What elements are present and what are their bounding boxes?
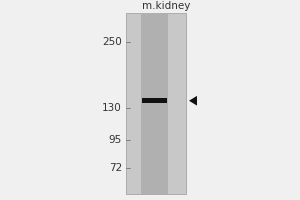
Bar [126,13,186,194]
Bar [142,98,167,103]
Text: 250: 250 [102,37,122,47]
Polygon shape [189,96,197,106]
Text: 95: 95 [109,135,122,145]
Text: 72: 72 [109,163,122,173]
Text: m.kidney: m.kidney [142,1,190,11]
Text: 130: 130 [102,103,122,113]
Bar [141,13,168,194]
